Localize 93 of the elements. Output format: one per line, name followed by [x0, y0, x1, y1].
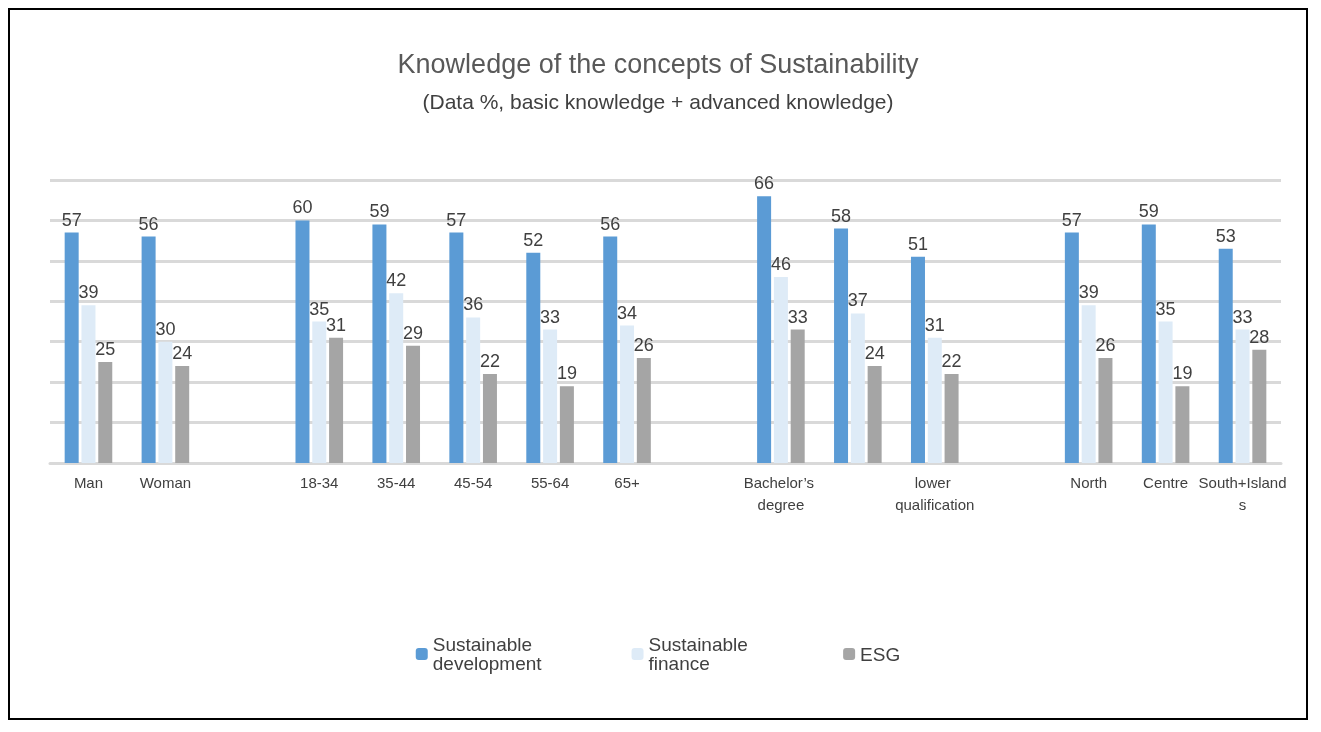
bar — [1252, 349, 1267, 463]
data-label: 33 — [540, 306, 561, 327]
bar — [389, 293, 404, 463]
bar — [312, 321, 327, 463]
data-label: 66 — [754, 173, 775, 194]
data-label: 56 — [138, 213, 159, 234]
bar — [773, 277, 788, 463]
bar — [1175, 386, 1190, 463]
data-label: 57 — [61, 209, 82, 230]
data-label: 33 — [787, 306, 808, 327]
data-label: 42 — [386, 270, 407, 291]
x-tick-label: Bachelor’s degree — [743, 473, 819, 513]
x-tick-label: 65+ — [614, 473, 640, 491]
bar — [603, 236, 618, 463]
bar — [910, 256, 925, 463]
data-label: 51 — [907, 233, 928, 254]
bar — [98, 361, 113, 463]
data-label: 26 — [633, 334, 654, 355]
x-tick-label: 35-44 — [377, 473, 416, 491]
chart-subtitle: (Data %, basic knowledge + advanced knowledge) — [422, 90, 894, 113]
data-label: 24 — [172, 342, 193, 363]
data-label: 37 — [847, 290, 868, 311]
data-label: 30 — [155, 318, 176, 339]
data-label: 36 — [463, 294, 484, 315]
bar — [175, 365, 190, 463]
bar — [1218, 248, 1233, 463]
data-label: 59 — [369, 201, 390, 222]
bar — [526, 252, 541, 463]
bar — [944, 374, 959, 463]
data-label: 25 — [95, 338, 116, 359]
bar — [372, 224, 387, 463]
x-tick-label: North — [1070, 473, 1107, 491]
data-label: 56 — [600, 213, 621, 234]
data-label: 19 — [556, 363, 577, 384]
bar — [834, 228, 849, 463]
data-label: 53 — [1215, 225, 1236, 246]
bar — [329, 337, 344, 463]
data-label: 59 — [1138, 201, 1159, 222]
data-label: 31 — [924, 314, 945, 335]
bar — [790, 329, 805, 463]
data-label: 39 — [1078, 282, 1099, 303]
chart-title: Knowledge of the concepts of Sustainability — [397, 48, 919, 79]
bar — [1081, 305, 1096, 463]
bar — [466, 317, 481, 463]
bar — [559, 386, 574, 463]
bar — [1064, 232, 1079, 463]
bar — [636, 357, 651, 463]
legend-label: Sustainable development — [432, 634, 543, 674]
data-label: 33 — [1232, 306, 1253, 327]
bar — [406, 345, 421, 463]
bar — [620, 325, 635, 463]
x-tick-label: 45-54 — [453, 473, 493, 491]
bar — [295, 220, 310, 463]
data-label: 60 — [292, 197, 313, 218]
bar — [927, 337, 942, 463]
data-label: 52 — [523, 229, 544, 250]
bar — [158, 341, 173, 463]
data-label: 22 — [941, 351, 962, 372]
bar — [64, 232, 79, 463]
bar — [141, 236, 156, 463]
x-tick-label: lower qualification — [895, 473, 975, 513]
bar — [1235, 329, 1250, 463]
bar — [81, 305, 96, 463]
bar — [1141, 224, 1156, 463]
bar — [757, 196, 772, 463]
data-label: 34 — [617, 302, 638, 323]
bar — [1098, 357, 1113, 463]
bar — [482, 374, 497, 463]
x-tick-label: Man — [73, 473, 104, 491]
data-label: 26 — [1095, 334, 1116, 355]
x-tick-label: Woman — [139, 473, 192, 491]
data-label: 24 — [864, 342, 885, 363]
data-label: 57 — [1061, 209, 1082, 230]
legend-label: Sustainable finance — [648, 634, 754, 674]
data-label: 29 — [403, 322, 424, 343]
bar — [867, 365, 882, 463]
data-label: 46 — [770, 254, 791, 275]
data-label: 35 — [1155, 298, 1176, 319]
data-label: 22 — [479, 351, 500, 372]
bar — [850, 313, 865, 463]
x-tick-label: 18-34 — [300, 473, 339, 491]
data-label: 58 — [831, 205, 852, 226]
data-label: 19 — [1172, 363, 1193, 384]
bar — [1158, 321, 1173, 463]
data-label: 28 — [1249, 326, 1270, 347]
data-label: 39 — [78, 282, 99, 303]
legend-label: ESG — [860, 643, 901, 665]
x-tick-label: South+Islands — [1198, 473, 1287, 513]
x-tick-label: 55-64 — [530, 473, 570, 491]
data-label: 57 — [446, 209, 467, 230]
bar — [543, 329, 558, 463]
x-tick-label: Centre — [1143, 473, 1189, 491]
bar — [449, 232, 464, 463]
